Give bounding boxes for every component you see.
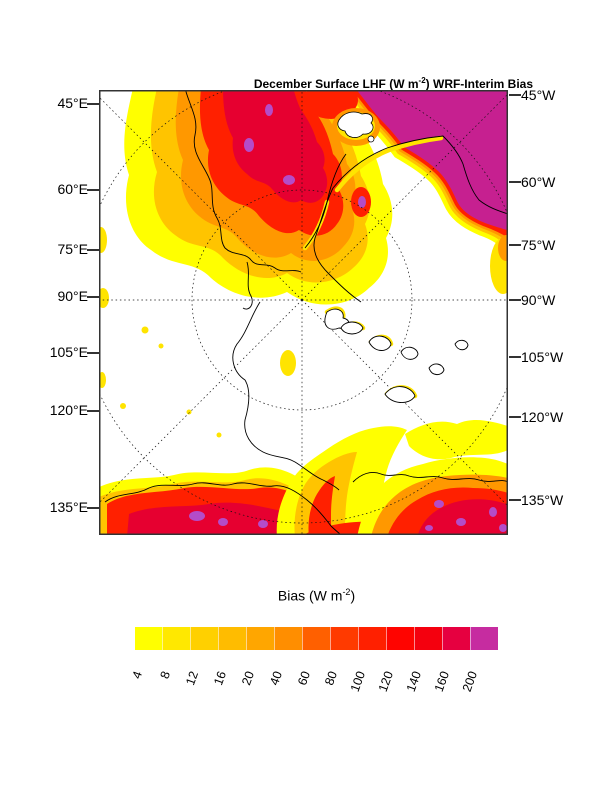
colorbar-segment-200: [470, 627, 498, 650]
colorbar-tick-label: 16: [210, 669, 229, 688]
axis-label-75E: 75°E: [57, 241, 88, 257]
bias-shading-gulf-of-alaska: [357, 457, 508, 537]
colorbar-segment-40: [274, 627, 302, 650]
colorbar-segment-16: [218, 627, 246, 650]
colorbar-tick-label: 20: [238, 669, 257, 688]
axis-tick: [509, 299, 521, 301]
colorbar-tick-label: 200: [459, 669, 481, 694]
colorbar-segment-8: [162, 627, 190, 650]
colorbar: [135, 627, 498, 650]
axis-label-60E: 60°E: [57, 181, 88, 197]
axis-label-45W: 45°W: [521, 87, 556, 103]
axis-label-105E: 105°E: [49, 344, 88, 360]
axis-tick: [87, 410, 99, 412]
axis-tick: [87, 296, 99, 298]
axis-tick: [509, 416, 521, 418]
axis-label-120W: 120°W: [521, 409, 564, 425]
colorbar-tick-label: 160: [431, 669, 453, 694]
axis-label-75W: 75°W: [521, 237, 556, 253]
colorbar-title-text: Bias (W m: [277, 587, 343, 604]
axis-tick: [509, 94, 521, 96]
colorbar-tick-label: 40: [266, 669, 285, 688]
chart-title: December Surface LHF (W m-2) WRF-Interim…: [254, 76, 533, 91]
axis-label-60W: 60°W: [521, 174, 556, 190]
axis-label-105W: 105°W: [521, 349, 564, 365]
bias-shading-magenta-field: [355, 88, 510, 231]
colorbar-tick-label: 100: [348, 669, 369, 694]
axis-tick: [509, 244, 521, 246]
axis-label-90W: 90°W: [521, 292, 556, 308]
axis-tick: [509, 356, 521, 358]
axis-tick: [509, 499, 521, 501]
colorbar-segment-160: [442, 627, 470, 650]
axis-tick: [87, 507, 99, 509]
axis-tick: [87, 189, 99, 191]
axis-tick: [87, 249, 99, 251]
colorbar-tick-label: 60: [294, 669, 313, 688]
axis-label-135E: 135°E: [49, 499, 88, 515]
colorbar-tick-label: 4: [129, 669, 146, 681]
axis-label-90E: 90°E: [57, 288, 88, 304]
colorbar-title-suffix: ): [350, 587, 356, 604]
axis-label-135W: 135°W: [521, 492, 564, 508]
axis-label-45E: 45°E: [57, 95, 88, 111]
svalbard-island: [332, 108, 380, 146]
colorbar-segment-12: [190, 627, 218, 650]
colorbar-segment-60: [302, 627, 330, 650]
colorbar-tick-labels: 4 8 12 16 20 40 60 80 100 120 140 160 200: [130, 655, 498, 705]
colorbar-title: Bias (W m-2): [135, 587, 498, 604]
bias-shading-barents: [124, 81, 393, 305]
colorbar-tick-label: 12: [182, 669, 201, 688]
colorbar-title-superscript: -2: [342, 587, 351, 597]
axis-tick: [87, 352, 99, 354]
coastlines: [104, 87, 509, 536]
polar-map: [78, 74, 526, 537]
chart-title-text: December Surface LHF (W m: [253, 77, 419, 91]
colorbar-segment-100: [358, 627, 386, 650]
colorbar-segment-20: [246, 627, 274, 650]
map-frame: [99, 90, 508, 535]
chart-title-suffix: ) WRF-Interim Bias: [425, 77, 533, 91]
bias-shading-right-edge: [490, 235, 516, 294]
colorbar-segment-140: [414, 627, 442, 650]
axis-label-120E: 120°E: [49, 402, 88, 418]
colorbar-segment-4: [135, 627, 162, 650]
colorbar-tick-label: 80: [322, 669, 341, 688]
colorbar-segment-80: [330, 627, 358, 650]
axis-tick: [509, 181, 521, 183]
polar-map-svg: [78, 74, 526, 537]
colorbar-tick-label: 120: [376, 669, 397, 694]
axis-tick: [87, 103, 99, 105]
colorbar-tick-label: 140: [403, 669, 425, 694]
colorbar-tick-label: 8: [157, 669, 173, 681]
colorbar-segment-120: [386, 627, 414, 650]
chart-title-superscript: -2: [418, 76, 426, 85]
